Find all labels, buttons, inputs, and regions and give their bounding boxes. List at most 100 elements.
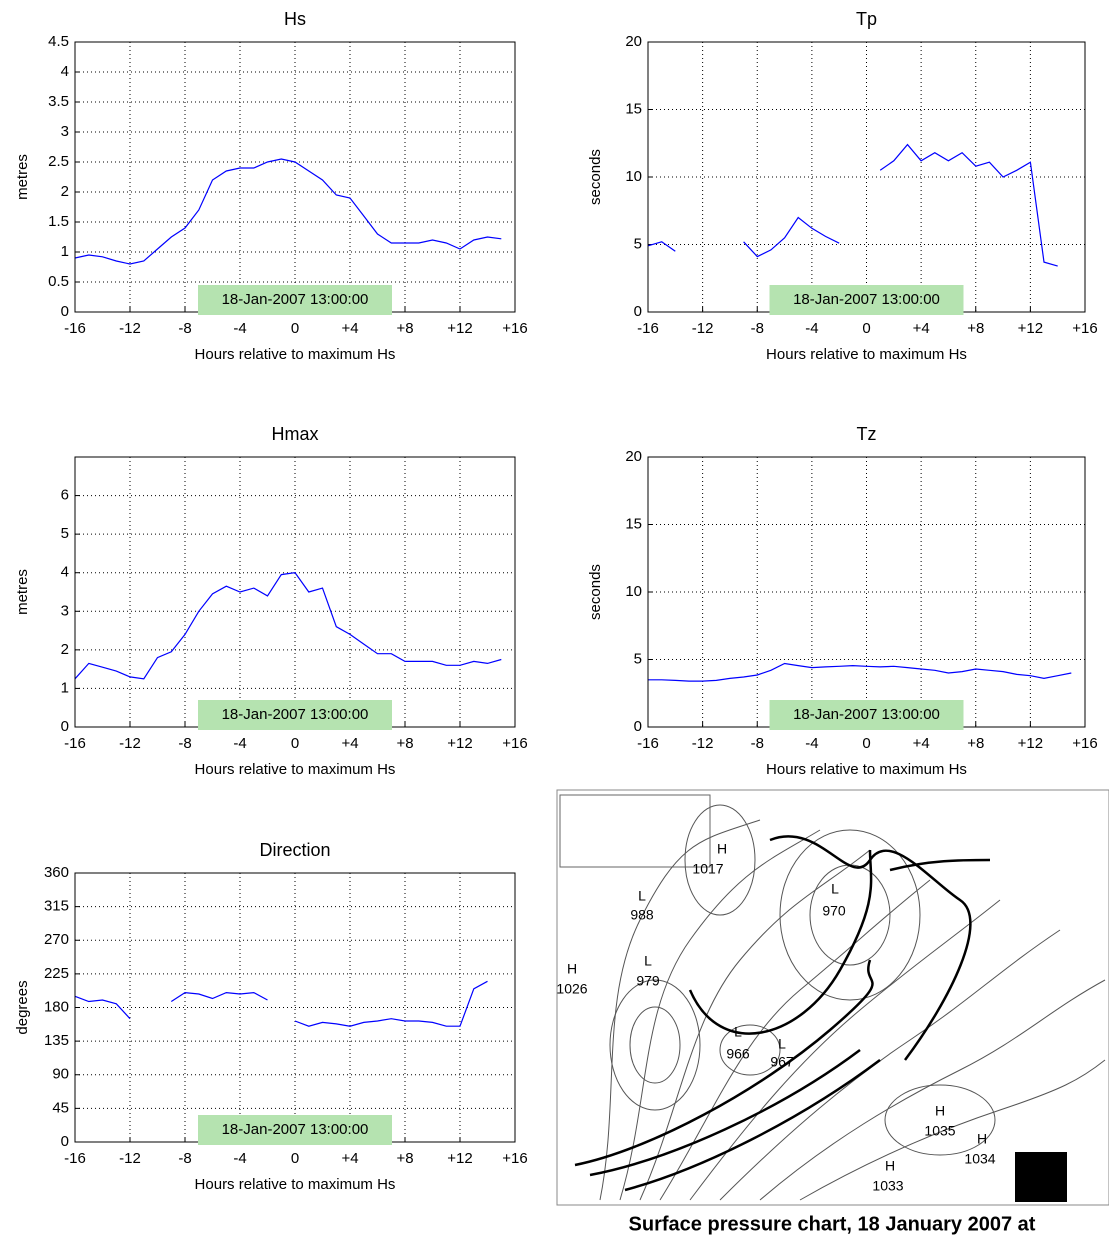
y-tick-label: 315 — [44, 898, 69, 915]
x-tick-label: -4 — [233, 1150, 246, 1167]
annotation: 18-Jan-2007 13:00:00 — [222, 291, 369, 308]
map-label: H — [935, 1103, 945, 1119]
y-tick-label: 0 — [61, 1133, 69, 1150]
y-tick-label: 15 — [625, 100, 642, 117]
x-axis-label: Hours relative to maximum Hs — [195, 761, 396, 778]
x-tick-label: +4 — [913, 735, 930, 752]
map-label: L — [644, 953, 652, 969]
data-line — [74, 572, 502, 680]
x-tick-label: +4 — [341, 320, 358, 337]
y-tick-label: 6 — [61, 487, 69, 504]
map-label: L — [734, 1024, 742, 1040]
chart-title: Tz — [857, 424, 877, 444]
map-caption: Surface pressure chart, 18 January 2007 … — [629, 1213, 1036, 1235]
x-tick-label: +4 — [341, 735, 358, 752]
y-tick-label: 5 — [634, 235, 642, 252]
map-label: 979 — [636, 973, 660, 989]
x-tick-label: -4 — [233, 320, 246, 337]
y-tick-label: 45 — [52, 1099, 69, 1116]
x-tick-label: +16 — [502, 320, 527, 337]
map-label: H — [717, 841, 727, 857]
x-tick-label: +8 — [967, 320, 984, 337]
x-tick-label: +8 — [396, 320, 413, 337]
x-tick-label: 0 — [862, 320, 870, 337]
x-tick-label: -4 — [233, 735, 246, 752]
y-axis-label: degrees — [14, 980, 31, 1034]
x-tick-label: +4 — [913, 320, 930, 337]
y-tick-label: 1 — [61, 243, 69, 260]
map-label: 970 — [822, 903, 846, 919]
x-tick-label: -8 — [178, 1150, 191, 1167]
y-tick-label: 3 — [61, 123, 69, 140]
y-axis-label: metres — [14, 154, 31, 200]
y-tick-label: 1 — [61, 679, 69, 696]
data-line — [74, 980, 488, 1027]
chart-panel: -16 -12 -8 -4 0 +4 +8 +12 +16 0 5 10 15 20 18-Jan-2007… — [587, 9, 1098, 363]
x-tick-label: -12 — [119, 320, 141, 337]
annotation-box — [769, 700, 964, 730]
map-label: 1026 — [556, 981, 587, 997]
x-tick-label: +12 — [1018, 320, 1043, 337]
x-tick-label: -8 — [751, 320, 764, 337]
x-tick-label: -16 — [64, 735, 86, 752]
x-tick-label: -16 — [637, 320, 659, 337]
x-tick-label: -12 — [692, 735, 714, 752]
x-tick-label: +16 — [502, 1150, 527, 1167]
map-label: 1017 — [692, 861, 723, 877]
x-axis-label: Hours relative to maximum Hs — [195, 346, 396, 363]
y-tick-label: 2 — [61, 183, 69, 200]
y-tick-label: 0 — [61, 718, 69, 735]
x-tick-label: +8 — [396, 1150, 413, 1167]
map-legend-box — [559, 794, 711, 868]
y-axis-label: seconds — [587, 149, 604, 205]
chart-panel: -16 -12 -8 -4 0 +4 +8 +12 +16 0 45 90 135 180 225 270 31… — [14, 840, 528, 1193]
isobars — [599, 804, 1106, 1201]
y-axis-label: metres — [14, 569, 31, 615]
x-tick-label: 0 — [862, 735, 870, 752]
map-label: 1035 — [924, 1123, 955, 1139]
x-tick-label: -8 — [178, 320, 191, 337]
x-tick-label: +16 — [502, 735, 527, 752]
y-tick-label: 4.5 — [48, 33, 69, 50]
x-tick-label: -4 — [805, 320, 818, 337]
x-tick-label: +16 — [1072, 320, 1097, 337]
x-tick-label: -8 — [751, 735, 764, 752]
chart-title: Hs — [284, 9, 306, 29]
x-tick-label: +16 — [1072, 735, 1097, 752]
x-tick-label: +12 — [447, 1150, 472, 1167]
annotation-box — [769, 285, 964, 315]
annotation-box — [198, 700, 392, 730]
y-tick-label: 135 — [44, 1032, 69, 1049]
fronts — [574, 835, 991, 1192]
x-tick-label: +8 — [967, 735, 984, 752]
y-tick-label: 10 — [625, 168, 642, 185]
chart-title: Hmax — [271, 424, 318, 444]
x-tick-label: -4 — [805, 735, 818, 752]
data-line — [648, 662, 1072, 682]
y-tick-label: 1.5 — [48, 213, 69, 230]
x-tick-label: -12 — [119, 1150, 141, 1167]
y-tick-label: 4 — [61, 564, 69, 581]
x-tick-label: +12 — [447, 735, 472, 752]
y-tick-label: 3.5 — [48, 93, 69, 110]
y-axis-label: seconds — [587, 564, 604, 620]
x-axis-label: Hours relative to maximum Hs — [195, 1176, 396, 1193]
map-label: 1033 — [872, 1178, 903, 1194]
x-tick-label: +12 — [1018, 735, 1043, 752]
y-tick-label: 180 — [44, 998, 69, 1015]
chart-title: Tp — [856, 9, 877, 29]
y-tick-label: 5 — [61, 525, 69, 542]
x-tick-label: -12 — [119, 735, 141, 752]
y-tick-label: 20 — [625, 448, 642, 465]
y-tick-label: 3 — [61, 602, 69, 619]
chart-title: Direction — [259, 840, 330, 860]
y-tick-label: 0.5 — [48, 273, 69, 290]
map-label: H — [567, 961, 577, 977]
y-tick-label: 20 — [625, 33, 642, 50]
y-tick-label: 225 — [44, 965, 69, 982]
x-tick-label: +4 — [341, 1150, 358, 1167]
annotation-box — [198, 1115, 392, 1145]
y-tick-label: 0 — [634, 718, 642, 735]
annotation: 18-Jan-2007 13:00:00 — [793, 291, 940, 308]
